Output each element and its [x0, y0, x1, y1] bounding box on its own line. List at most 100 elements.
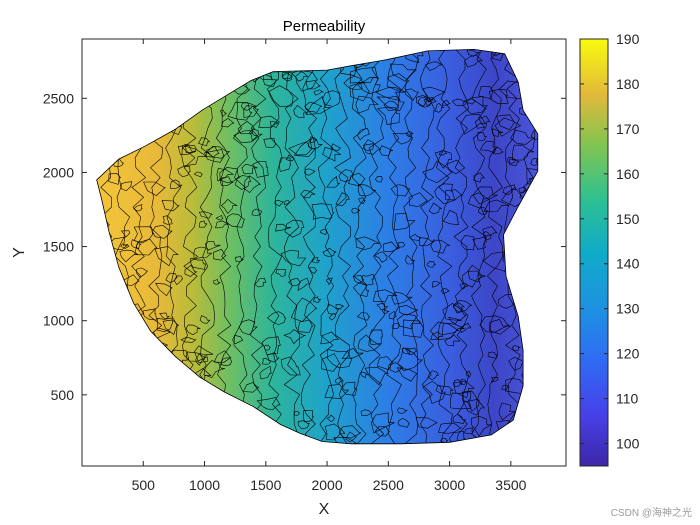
contour-line	[428, 202, 443, 215]
contour-line	[180, 337, 197, 344]
contour-line	[442, 209, 459, 226]
contour-line	[360, 371, 369, 379]
contour-line	[498, 402, 516, 421]
contour-fill	[96, 49, 538, 444]
contour-line	[352, 274, 365, 284]
contour-line	[472, 186, 498, 205]
contour-line	[220, 198, 238, 214]
colorbar-tick-label: 180	[616, 76, 640, 92]
contour-line	[403, 319, 425, 338]
contour-line	[357, 184, 377, 197]
contour-line	[275, 223, 292, 232]
field-outline	[96, 48, 539, 445]
y-axis: 500 1000 1500 2000 2500	[43, 90, 566, 403]
contour-line	[402, 347, 411, 355]
colorbar-ticks: 100 110 120 130 140 150 160 170 180 190	[580, 31, 640, 452]
contour-line	[355, 236, 380, 250]
contour-line	[409, 233, 422, 241]
x-axis: 500 1000 1500 2000 2500 3000 3500	[132, 39, 527, 493]
contour-line	[452, 302, 465, 313]
contour-line	[452, 380, 475, 399]
contour-line	[434, 150, 452, 169]
contour-line	[427, 370, 440, 381]
contour-line	[502, 184, 517, 196]
contour-line	[151, 225, 173, 239]
contour-line	[293, 138, 316, 157]
contour-line	[335, 304, 344, 310]
contour-line	[219, 167, 241, 184]
contour-line	[325, 277, 333, 286]
contour-line	[530, 129, 538, 140]
contour-line	[241, 102, 257, 111]
contour-line	[334, 376, 344, 384]
contour-band-line	[436, 49, 453, 444]
colorbar-tick-label: 170	[616, 121, 640, 137]
contour-line	[220, 118, 235, 128]
contour-line	[441, 99, 451, 106]
contour-line	[120, 243, 130, 249]
contour-line	[399, 305, 419, 316]
contour-line	[155, 283, 173, 297]
contour-line	[489, 89, 509, 105]
contour-line	[364, 366, 389, 386]
contour-line	[186, 351, 207, 362]
contour-line	[254, 277, 267, 288]
contour-line	[438, 422, 463, 434]
colorbar-tick-label: 100	[616, 436, 640, 452]
contour-line	[177, 145, 197, 156]
contour-line	[510, 129, 535, 145]
contour-line	[305, 80, 321, 90]
contour-line	[432, 280, 441, 288]
contour-band-line	[419, 49, 435, 444]
contour-line	[313, 89, 325, 96]
contour-line	[338, 425, 362, 439]
watermark: CSDN @海神之光	[610, 508, 692, 519]
contour-line	[154, 246, 179, 267]
contour-line	[267, 352, 280, 363]
contour-line	[283, 329, 307, 345]
contour-line	[278, 157, 292, 172]
y-tick-label: 1500	[43, 239, 74, 255]
contour-line	[195, 353, 206, 366]
x-tick-label: 2000	[311, 477, 342, 493]
contour-band-line	[351, 49, 368, 444]
contour-line	[459, 283, 468, 290]
contour-line	[324, 423, 346, 441]
contour-line	[170, 179, 183, 190]
contour-line	[363, 143, 382, 155]
contour-line	[256, 397, 281, 410]
contour-line	[482, 251, 509, 272]
contour-line	[233, 130, 259, 144]
contour-line	[442, 303, 468, 321]
contour-line	[422, 86, 446, 103]
contour-line	[181, 145, 208, 167]
contour-line	[249, 128, 263, 142]
contour-line	[509, 158, 521, 166]
colorbar-tick-label: 110	[616, 391, 639, 407]
contour-line	[444, 334, 461, 347]
contour-line	[213, 279, 221, 285]
contour-line	[297, 420, 310, 430]
contour-line	[235, 175, 251, 190]
contour-line	[391, 323, 400, 330]
contour-line	[311, 257, 321, 264]
contour-line	[357, 334, 382, 352]
contour-line	[326, 414, 336, 422]
contour-line	[307, 137, 323, 150]
contour-line	[488, 319, 512, 335]
contour-line	[446, 159, 466, 175]
contour-line	[304, 101, 323, 113]
contour-line	[491, 376, 499, 383]
contour-line	[193, 171, 204, 178]
contour-line	[426, 261, 436, 268]
contour-line	[262, 357, 271, 365]
contour-line	[439, 150, 448, 156]
contour-line	[388, 310, 397, 320]
contour-line	[293, 104, 308, 118]
contour-line	[530, 158, 538, 166]
contour-line	[376, 356, 394, 371]
contour-line	[204, 149, 225, 163]
contour-line	[205, 241, 221, 251]
contour-line	[216, 168, 235, 182]
contour-line	[280, 356, 301, 376]
